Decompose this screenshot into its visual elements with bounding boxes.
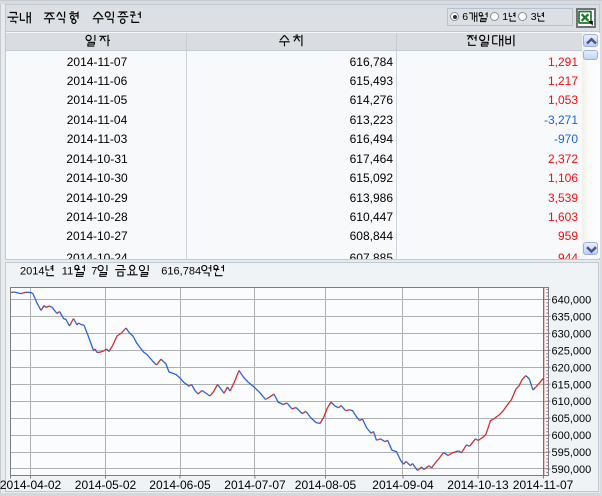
svg-text:2014-09-04: 2014-09-04 (372, 478, 434, 492)
svg-text:595,000: 595,000 (552, 447, 592, 459)
svg-text:590,000: 590,000 (552, 464, 592, 476)
svg-text:625,000: 625,000 (552, 345, 592, 357)
svg-text:2014-08-05: 2014-08-05 (295, 478, 357, 492)
svg-text:2014-06-05: 2014-06-05 (149, 478, 211, 492)
svg-text:2014-07-07: 2014-07-07 (224, 478, 286, 492)
svg-text:635,000: 635,000 (552, 311, 592, 323)
svg-text:640,000: 640,000 (552, 295, 592, 307)
svg-text:2014-05-02: 2014-05-02 (75, 478, 137, 492)
svg-text:2014-10-13: 2014-10-13 (447, 478, 509, 492)
svg-text:2014-04-02: 2014-04-02 (0, 478, 62, 492)
svg-text:610,000: 610,000 (552, 396, 592, 408)
svg-text:600,000: 600,000 (552, 430, 592, 442)
svg-text:615,000: 615,000 (552, 379, 592, 391)
svg-text:630,000: 630,000 (552, 328, 592, 340)
svg-text:620,000: 620,000 (552, 362, 592, 374)
svg-text:2014-11-07: 2014-11-07 (513, 478, 574, 492)
svg-text:605,000: 605,000 (552, 413, 592, 425)
